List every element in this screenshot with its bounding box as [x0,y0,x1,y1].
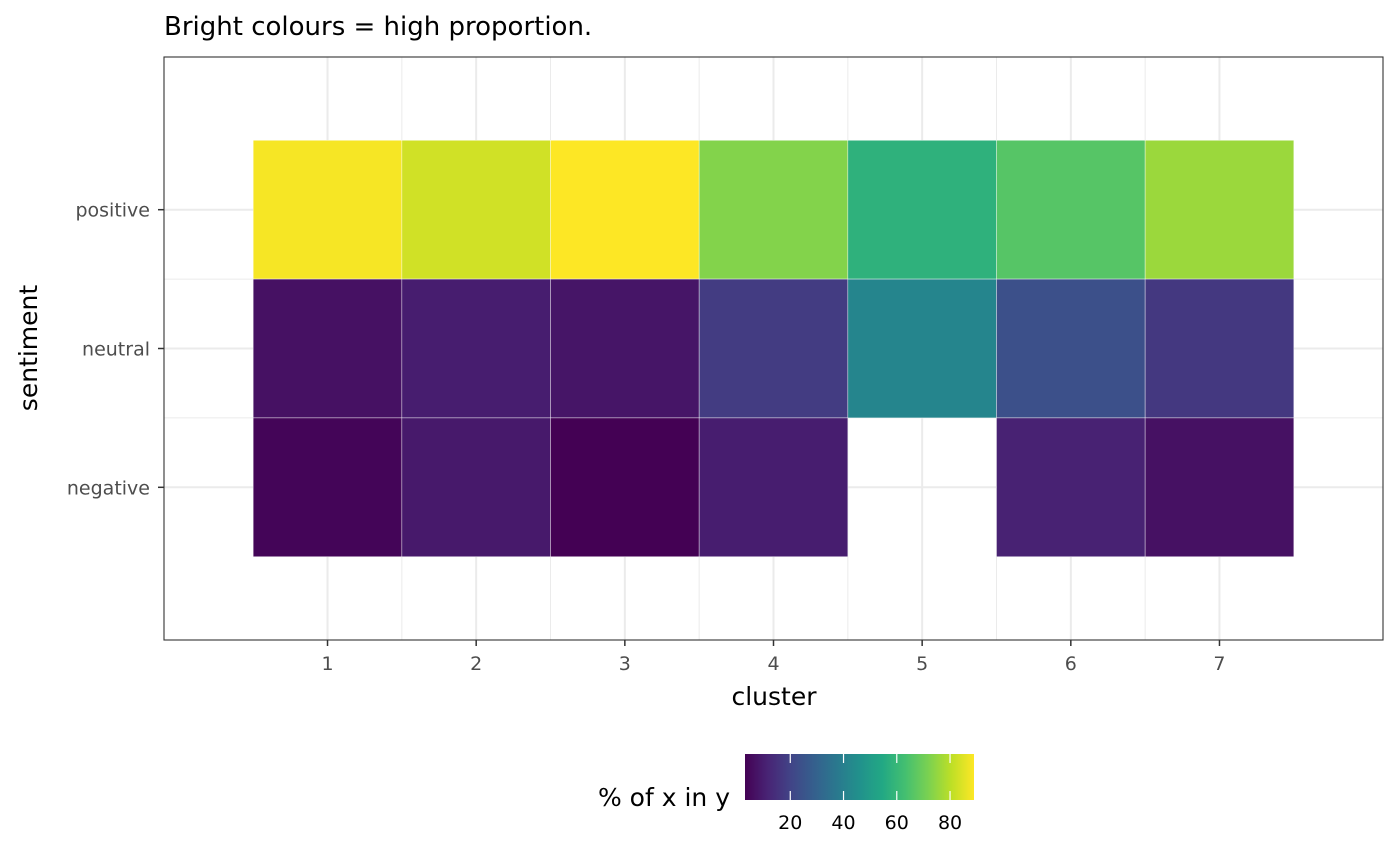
y-tick-label: negative [67,477,150,499]
x-tick-label: 5 [916,653,928,675]
heatmap-cell-6-negative [996,417,1146,558]
chart-title: Bright colours = high proportion. [164,12,592,42]
legend-tick-label: 60 [885,812,909,834]
x-tick-label: 4 [767,653,779,675]
heatmap-cell-3-negative [550,417,700,558]
heatmap-cell-4-negative [698,417,849,558]
heatmap-cell-7-neutral [1144,278,1295,419]
x-tick-label: 6 [1065,653,1077,675]
heatmap-cell-2-positive [401,139,551,280]
heatmap-cell-6-neutral [996,278,1146,419]
heatmap-cell-2-negative [401,417,551,558]
heatmap-cell-7-positive [1144,139,1295,280]
heatmap-cell-5-positive [847,139,997,280]
x-tick-label: 1 [321,653,333,675]
x-tick-label: 2 [470,653,482,675]
heatmap-cell-1-negative [252,417,403,558]
heatmap-cell-1-positive [252,139,403,280]
x-tick-label: 7 [1213,653,1225,675]
x-axis-label: cluster [731,682,817,711]
y-axis-label: sentiment [14,285,43,412]
heatmap-cell-5-neutral [847,278,997,419]
heatmap-cell-2-neutral [401,278,551,419]
legend-tick-label: 20 [778,812,802,834]
heatmap-cell-7-negative [1144,417,1295,558]
heatmap-cell-4-positive [698,139,849,280]
legend-title: % of x in y [598,783,730,812]
legend-tick-label: 80 [938,812,962,834]
legend-tick-label: 40 [831,812,855,834]
heatmap-cell-6-positive [996,139,1146,280]
heatmap-cell-3-positive [550,139,700,280]
x-tick-label: 3 [619,653,631,675]
heatmap-cell-4-neutral [698,278,849,419]
y-tick-label: positive [75,200,150,222]
color-legend: % of x in y 20 40 60 80 [598,754,974,834]
legend-colorbar [745,754,974,800]
heatmap-cell-3-neutral [550,278,700,419]
heatmap-cell-1-neutral [252,278,403,419]
y-tick-label: neutral [82,339,150,361]
